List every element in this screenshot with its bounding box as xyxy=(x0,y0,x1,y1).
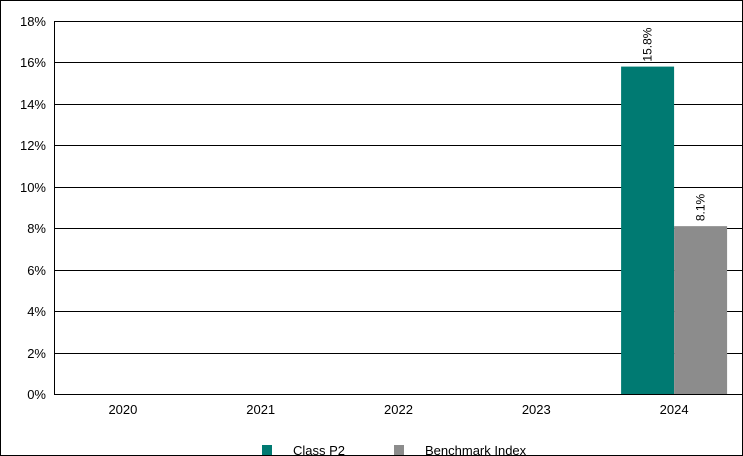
y-tick-label: 10% xyxy=(20,180,46,195)
data-label: 15.8% xyxy=(641,27,655,61)
legend-label: Class P2 xyxy=(293,443,345,456)
y-tick-label: 18% xyxy=(20,14,46,29)
bars xyxy=(621,66,728,394)
y-tick-label: 14% xyxy=(20,97,46,112)
y-tick-label: 6% xyxy=(27,263,46,278)
legend-swatch-class-p2 xyxy=(262,445,272,455)
bar-class-p2-2024 xyxy=(621,66,675,394)
bar-benchmark-index-2024 xyxy=(674,226,728,394)
y-tick-label: 12% xyxy=(20,138,46,153)
y-tick-label: 16% xyxy=(20,55,46,70)
x-tick-label: 2021 xyxy=(246,402,275,417)
data-label: 8.1% xyxy=(694,193,708,221)
x-tick-label: 2023 xyxy=(522,402,551,417)
x-tick-label: 2022 xyxy=(384,402,413,417)
y-tick-label: 2% xyxy=(27,346,46,361)
x-tick-label: 2024 xyxy=(660,402,689,417)
y-tick-label: 4% xyxy=(27,304,46,319)
legend: Class P2 Benchmark Index xyxy=(262,443,527,456)
y-tick-label: 8% xyxy=(27,221,46,236)
y-tick-label: 0% xyxy=(27,387,46,402)
x-tick-label: 2020 xyxy=(108,402,137,417)
axes xyxy=(54,21,743,395)
legend-swatch-benchmark-index xyxy=(394,445,404,455)
legend-label: Benchmark Index xyxy=(425,443,527,456)
labels: 0% 2% 4% 6% 8% 10% 12% 14% 16% 18% 2020 2021 2022 202… xyxy=(20,14,708,417)
